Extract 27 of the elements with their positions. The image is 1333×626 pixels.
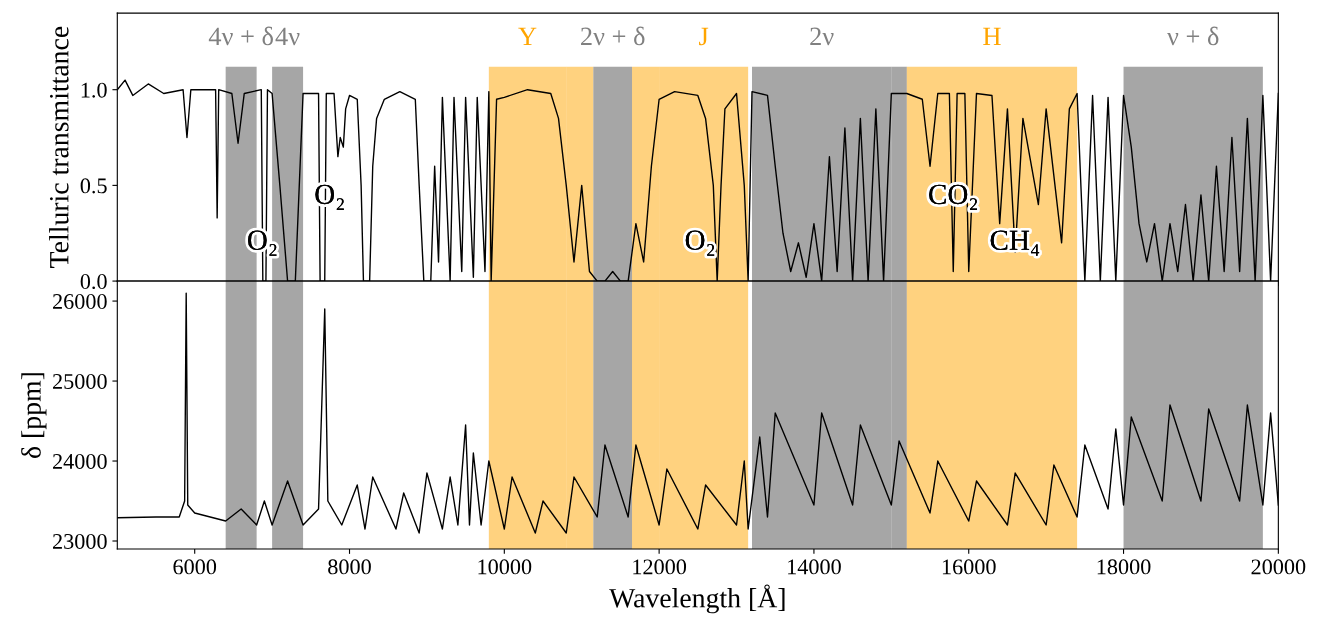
x-tick-label: 14000 bbox=[788, 559, 841, 575]
band-label: 2ν bbox=[810, 27, 834, 46]
band-label: 4ν + δ bbox=[208, 26, 273, 46]
y-tick-label: 0.0 bbox=[80, 274, 107, 290]
y-tick-label: 23000 bbox=[53, 533, 107, 549]
band-label: ν + δ bbox=[1167, 26, 1219, 46]
band-label: H bbox=[983, 27, 1001, 46]
x-tick-label: 10000 bbox=[478, 559, 532, 575]
x-tick-label: 8000 bbox=[328, 559, 371, 575]
y-axis-title: Telluric transmittance bbox=[49, 26, 69, 268]
y-tick-label: 0.5 bbox=[80, 178, 107, 194]
x-tick-label: 6000 bbox=[173, 559, 217, 575]
y-tick-label: 26000 bbox=[53, 294, 107, 309]
x-axis-title: Wavelength [Å] bbox=[609, 584, 785, 614]
x-tick-label: 16000 bbox=[942, 559, 996, 575]
band-label: J bbox=[699, 27, 709, 46]
band-label: Y bbox=[518, 27, 537, 46]
y-axis-title: δ [ppm] bbox=[21, 373, 47, 458]
x-tick-label: 18000 bbox=[1097, 559, 1151, 575]
y-tick-label: 1.0 bbox=[81, 82, 107, 98]
annotation: O₂ bbox=[685, 230, 715, 256]
band-label: 4ν bbox=[275, 27, 300, 46]
y-tick-label: 25000 bbox=[53, 373, 107, 389]
y-tick-label: 24000 bbox=[53, 453, 107, 469]
band-label: 2ν + δ bbox=[581, 26, 645, 46]
x-tick-label: 20000 bbox=[1251, 559, 1306, 575]
x-tick-label: 12000 bbox=[633, 559, 687, 575]
